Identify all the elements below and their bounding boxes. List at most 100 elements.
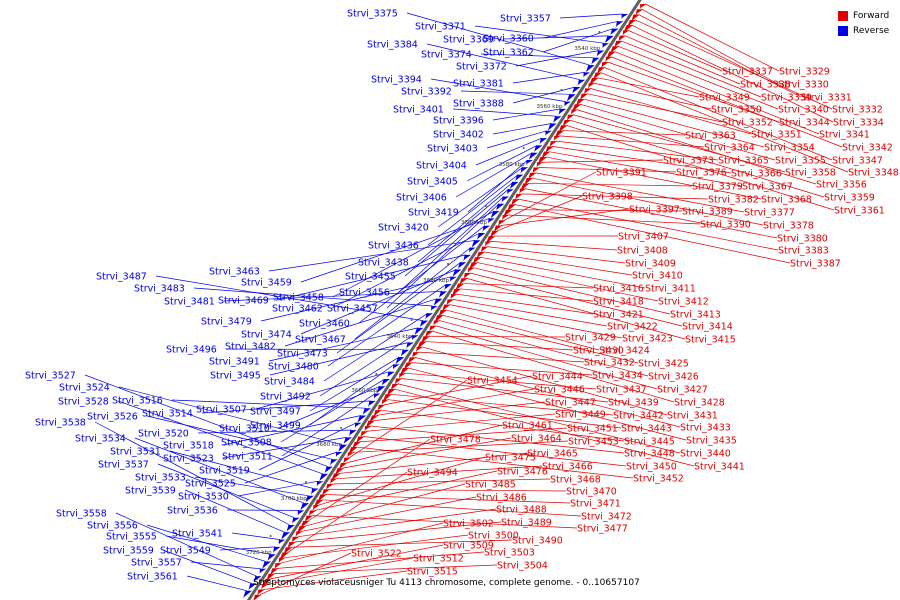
forward-gene-label: Strvi_3432 [584, 358, 635, 369]
reverse-gene-label: Strvi_3487 [96, 272, 147, 283]
forward-gene-arrow [308, 510, 317, 518]
reverse-gene-arrow [583, 72, 590, 78]
forward-gene-arrow [329, 473, 341, 486]
reverse-gene-arrow [280, 532, 291, 543]
reverse-gene-arrow [368, 400, 376, 408]
scale-dot [375, 373, 378, 375]
forward-gene-label: Strvi_3382 [708, 195, 759, 206]
forward-gene-label: Strvi_3452 [633, 474, 684, 485]
forward-gene-label: Strvi_3387 [790, 259, 841, 270]
reverse-gene-leader [219, 546, 276, 551]
forward-gene-label: Strvi_3359 [824, 193, 875, 204]
forward-gene-leader [524, 188, 778, 239]
reverse-gene-label: Strvi_3480 [268, 362, 319, 373]
forward-gene-label: Strvi_3411 [645, 284, 696, 295]
reverse-gene-leader [146, 415, 333, 460]
forward-gene-label: Strvi_3368 [761, 195, 812, 206]
forward-gene-arrow [540, 151, 551, 162]
forward-gene-arrow [488, 230, 499, 241]
forward-gene-label: Strvi_3443 [621, 424, 672, 435]
forward-gene-arrow [415, 341, 427, 354]
forward-gene-label: Strvi_3329 [779, 67, 830, 78]
forward-gene-label: Strvi_3365 [718, 156, 769, 167]
forward-gene-arrow [554, 135, 561, 141]
forward-gene-label: Strvi_3433 [680, 423, 731, 434]
forward-gene-label: Strvi_3334 [833, 118, 884, 129]
forward-gene-arrow [260, 578, 272, 591]
forward-gene-leader [418, 351, 585, 363]
forward-gene-leader [504, 171, 597, 221]
forward-gene-label: Strvi_3430 [573, 346, 624, 357]
forward-gene-leader [593, 82, 712, 110]
forward-gene-label: Strvi_3416 [593, 284, 644, 295]
scale-label: 3720 kbp [246, 550, 272, 556]
reverse-gene-leader [515, 50, 600, 67]
reverse-gene-leader [225, 348, 404, 351]
reverse-gene-arrow [451, 269, 462, 280]
reverse-gene-arrow [330, 459, 338, 467]
reverse-gene-arrow [495, 203, 505, 213]
scale-label: 3540 kbp [574, 46, 600, 52]
forward-gene-label: Strvi_3471 [570, 499, 621, 510]
reverse-gene-arrow [299, 503, 310, 514]
gene-labels: Strvi_3357 Strvi_3360 Strvi_3362 Strvi_3369… [25, 9, 899, 583]
forward-gene-leader [586, 93, 723, 123]
forward-gene-label: Strvi_3398 [582, 192, 633, 203]
reverse-gene-arrow [577, 79, 586, 87]
forward-gene-label: Strvi_3445 [624, 437, 675, 448]
forward-gene-leader [542, 159, 664, 163]
forward-gene-label: Strvi_3389 [682, 207, 733, 218]
forward-gene-label: Strvi_3490 [512, 536, 563, 547]
forward-gene-leader [359, 427, 568, 443]
forward-gene-arrow [313, 505, 320, 511]
forward-gene-arrow [621, 25, 633, 37]
forward-gene-arrow [316, 494, 327, 505]
forward-gene-label: Strvi_3367 [742, 182, 793, 193]
forward-gene-leader [621, 40, 762, 98]
forward-gene-label: Strvi_3478 [430, 435, 481, 446]
forward-gene-label: Strvi_3331 [801, 93, 852, 104]
reverse-gene-leader [466, 145, 538, 182]
reverse-gene-label: Strvi_3396 [433, 116, 484, 127]
legend: Forward Reverse [838, 8, 889, 38]
forward-gene-leader [383, 375, 533, 406]
reverse-gene-arrow [571, 87, 581, 96]
forward-gene-arrow [467, 262, 479, 275]
reverse-gene-arrow [508, 181, 519, 192]
forward-gene-label: Strvi_3352 [722, 118, 773, 129]
forward-gene-arrow [527, 172, 537, 182]
reverse-gene-leader [455, 152, 533, 198]
reverse-gene-arrow [286, 525, 295, 534]
forward-gene-label: Strvi_3397 [629, 205, 680, 216]
forward-gene-arrow [574, 98, 585, 110]
forward-gene-label: Strvi_3464 [511, 434, 562, 445]
reverse-gene-label: Strvi_3558 [56, 509, 107, 520]
reverse-gene-label: Strvi_3531 [110, 447, 161, 458]
reverse-gene-label: Strvi_3462 [272, 304, 323, 315]
forward-gene-label: Strvi_3380 [777, 234, 828, 245]
scale-dot [484, 205, 487, 207]
forward-gene-leader [363, 436, 627, 467]
forward-gene-label: Strvi_3468 [550, 475, 601, 486]
forward-gene-arrow [429, 325, 437, 333]
reverse-gene-arrow [356, 415, 367, 426]
forward-gene-label: Strvi_3364 [704, 143, 755, 154]
forward-gene-arrow [446, 299, 454, 307]
reverse-gene-arrow [545, 130, 552, 136]
scale-label: 3680 kbp [316, 442, 342, 448]
forward-gene-arrow [635, 9, 644, 16]
forward-gene-label: Strvi_3427 [657, 385, 708, 396]
forward-gene-arrow [338, 462, 348, 472]
reverse-gene-label: Strvi_3357 [500, 14, 551, 25]
legend-reverse-label: Reverse [853, 25, 890, 36]
forward-gene-label: Strvi_3486 [476, 493, 527, 504]
reverse-gene-label: Strvi_3534 [75, 434, 126, 445]
reverse-gene-label: Strvi_3539 [125, 486, 176, 497]
forward-gene-label: Strvi_3412 [658, 297, 709, 308]
reverse-gene-arrow [349, 430, 357, 437]
forward-gene-leader [397, 383, 681, 454]
scale-dot [340, 427, 343, 429]
reverse-gene-leader [258, 422, 357, 471]
forward-gene-arrow [484, 236, 496, 248]
reverse-gene-arrow [584, 65, 595, 76]
